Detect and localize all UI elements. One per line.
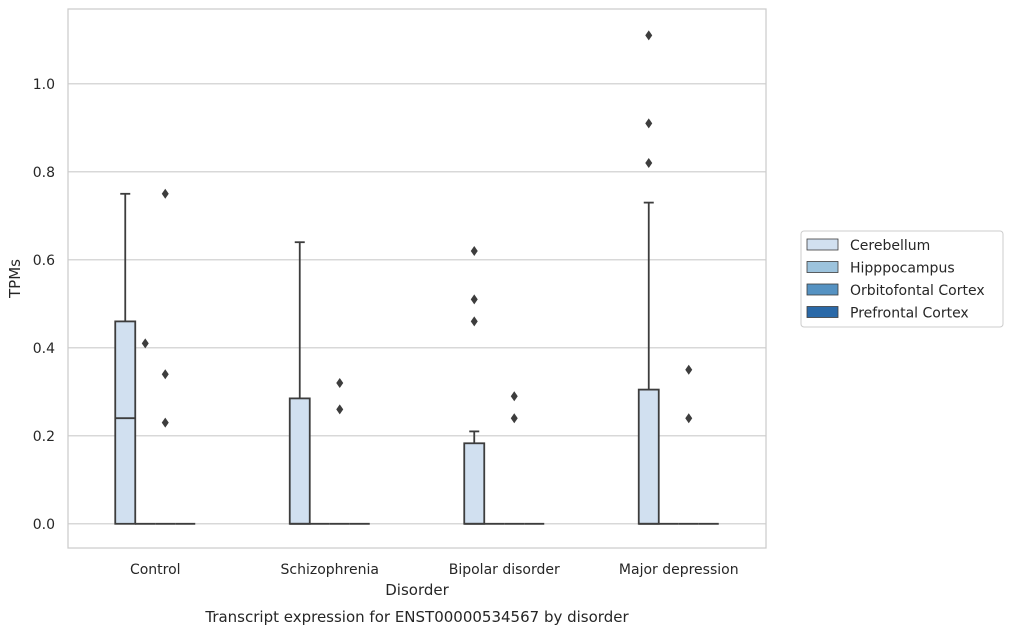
outlier-point [645,118,653,129]
outlier-point [161,188,169,199]
x-axis-label: Disorder [385,581,449,599]
box-orbitofontal-cortex [329,378,350,525]
plot-frame [67,8,767,549]
box-body [463,442,486,525]
legend-swatch [806,306,839,318]
outlier-point [510,391,518,402]
outlier-point [336,378,344,388]
legend: Cerebellum Hipppocampus Orbitofontal Corte… [800,230,1004,328]
box-hipppocampus [135,338,156,525]
chart-title: Transcript expression for ENST0000053456… [204,608,629,626]
legend-swatch [806,238,839,251]
outlier-point [470,294,478,305]
outlier-point [470,316,478,327]
x-tick-label: Bipolar disorder [449,562,560,578]
outlier-point [685,364,693,375]
legend-swatch [806,261,839,273]
y-tick-label: 0.8 [33,165,55,181]
outlier-point [336,404,344,415]
box-cerebellum [288,241,311,525]
tick-labels: 0.0 0.2 0.4 0.6 0.8 1.0 Control Schizophrenia Bi… [33,77,739,578]
outlier-point [161,369,169,380]
y-tick-label: 0.6 [33,253,55,269]
legend-swatch [806,283,839,296]
legend-label: Hipppocampus [850,261,955,277]
box-cerebellum [463,246,486,525]
legend-label: Orbitofontal Cortex [850,283,985,299]
box-body [637,388,660,525]
legend-label: Prefrontal Cortex [850,306,969,322]
outlier-point [645,30,653,41]
outlier-point [470,246,478,256]
x-tick-label: Major depression [619,562,739,578]
plot-marks [114,30,719,525]
y-axis-label: TPMs [6,259,24,299]
outlier-point [141,338,149,349]
outlier-point [161,417,169,428]
y-tick-label: 0.2 [33,429,55,445]
y-tick-label: 1.0 [33,77,55,93]
x-tick-label: Control [130,562,181,578]
box-body [288,397,311,525]
y-tick-label: 0.0 [33,517,55,533]
box-orbitofontal-cortex [155,188,176,525]
box-cerebellum [637,30,660,525]
gridlines [68,83,766,525]
box-cerebellum [114,192,137,525]
box-orbitofontal-cortex [504,391,525,525]
legend-frame [800,230,1004,328]
outlier-point [685,413,693,424]
outlier-point [645,158,653,168]
box-body [114,320,137,525]
outlier-point [510,413,518,424]
legend-label: Cerebellum [850,238,930,254]
x-tick-label: Schizophrenia [281,562,379,578]
box-orbitofontal-cortex [678,364,699,525]
y-tick-label: 0.4 [33,341,55,357]
